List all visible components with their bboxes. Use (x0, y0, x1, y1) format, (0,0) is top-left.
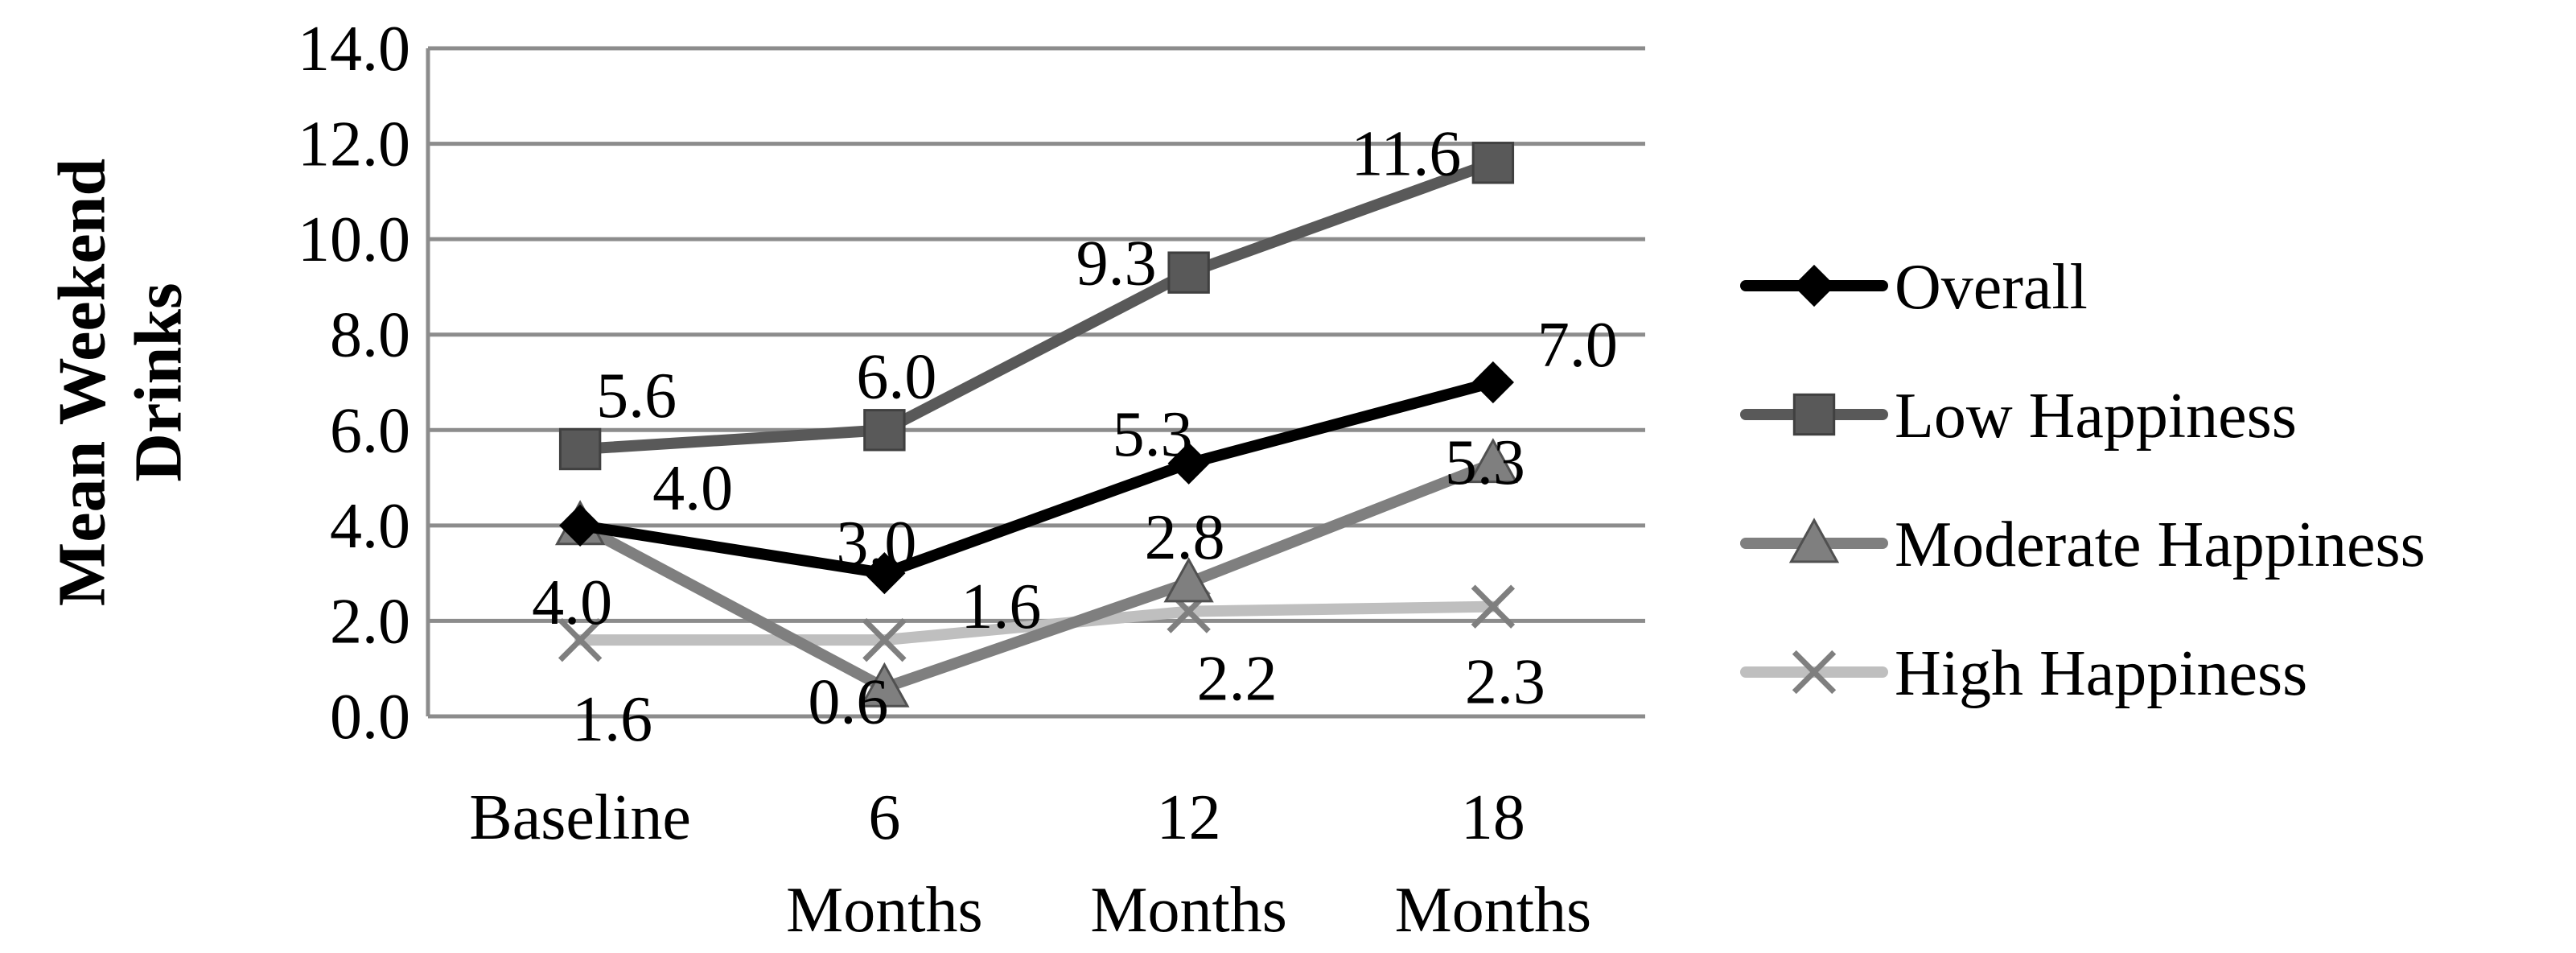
y-tick-label: 8.0 (330, 300, 410, 371)
series-overall (559, 361, 1514, 595)
gridlines (428, 46, 1645, 719)
legend-label: High Happiness (1895, 638, 2307, 709)
x-tick-label: Months (1090, 875, 1287, 946)
series-line (574, 157, 1499, 455)
data-label: 7.0 (1537, 310, 1618, 381)
series-line (574, 377, 1499, 580)
y-tick-label: 0.0 (330, 682, 410, 753)
data-label: 1.6 (572, 684, 652, 755)
series-point (863, 409, 906, 452)
legend-label: Moderate Happiness (1895, 510, 2426, 580)
legend-swatch-marker (1792, 264, 1836, 307)
series-line (574, 600, 1499, 646)
x-tick-label: 6 (868, 782, 900, 853)
data-label: 2.3 (1465, 647, 1545, 718)
legend: Overall Low Happiness Moderate Happiness Hi… (1740, 252, 2426, 709)
series-line (574, 457, 1499, 694)
series-point (1471, 584, 1516, 629)
series-point (1163, 557, 1214, 603)
series-point (1167, 251, 1210, 294)
data-label: 3.0 (836, 509, 916, 580)
data-label: 6.0 (856, 341, 936, 412)
legend-item: Moderate Happiness (1740, 510, 2426, 580)
series-lines (554, 142, 1519, 708)
series-point (1471, 142, 1515, 184)
y-axis-title: Mean Weekend (44, 159, 119, 606)
data-label: 4.0 (532, 567, 612, 638)
x-tick-label: Months (786, 875, 983, 946)
series-low-happiness (558, 142, 1515, 471)
data-labels: 4.03.05.37.05.6 6.09.311.64.00.62.85.31.6… (532, 118, 1618, 755)
x-tick-label: Months (1395, 875, 1592, 946)
series-point (1471, 361, 1514, 404)
series-point (862, 617, 907, 662)
legend-label: Low Happiness (1895, 381, 2297, 452)
legend-swatch-marker (1792, 393, 1836, 436)
y-axis-title: Drinks (121, 283, 195, 481)
y-tick-label: 4.0 (330, 491, 410, 562)
series-point (558, 617, 603, 662)
y-tick-label: 10.0 (298, 204, 410, 275)
x-tick-label: Baseline (469, 782, 690, 853)
legend-item: High Happiness (1740, 638, 2307, 709)
series-point (559, 504, 602, 547)
data-label: 1.6 (961, 571, 1041, 642)
data-label: 5.3 (1113, 399, 1193, 470)
series-point (863, 552, 906, 595)
data-label: 9.3 (1076, 229, 1157, 299)
series-point (1467, 438, 1519, 484)
data-label: 2.2 (1197, 644, 1278, 715)
series-high-happiness (558, 584, 1516, 662)
series-point (558, 427, 602, 471)
y-tick-label: 14.0 (298, 14, 410, 85)
y-tick-label: 6.0 (330, 395, 410, 466)
legend-swatch-marker (1788, 518, 1840, 563)
data-label: 5.6 (596, 361, 677, 431)
legend-swatch-marker (1792, 650, 1837, 695)
data-label: 2.8 (1145, 502, 1225, 573)
y-tick-label: 12.0 (298, 109, 410, 180)
legend-label: Overall (1895, 252, 2088, 323)
axes: 0.0 2.0 4.0 6.0 8.0 10.0 12.0 14.0 Baseline 6 Mont… (44, 14, 1591, 946)
data-label: 0.6 (808, 666, 888, 737)
legend-item: Overall (1740, 252, 2088, 323)
data-label: 11.6 (1351, 118, 1461, 189)
legend-item: Low Happiness (1740, 381, 2297, 452)
x-tick-label: 12 (1157, 782, 1221, 853)
x-tick-label: 18 (1461, 782, 1525, 853)
series-point (859, 662, 910, 708)
data-label: 5.3 (1445, 427, 1525, 498)
series-point (1167, 442, 1210, 485)
data-label: 4.0 (652, 453, 733, 524)
y-tick-label: 2.0 (330, 586, 410, 657)
